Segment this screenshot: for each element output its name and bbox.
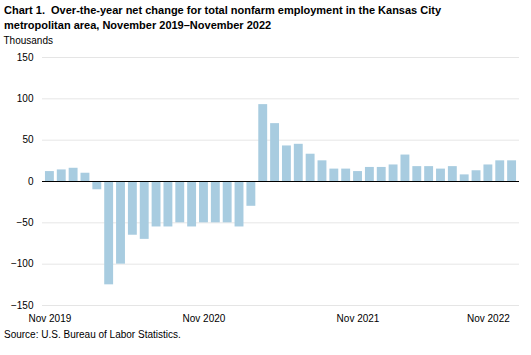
svg-text:150: 150 [17, 51, 34, 62]
svg-text:100: 100 [17, 93, 34, 104]
svg-text:Nov 2021: Nov 2021 [337, 312, 380, 323]
html-text:Source: U.S. Bureau of Labor S: Source: U.S. Bureau of Labor Statistics. [4, 328, 181, 340]
svg-text:Thousands: Thousands [4, 34, 53, 45]
svg-text:0: 0 [28, 175, 34, 186]
svg-text:Nov 2020: Nov 2020 [183, 312, 226, 323]
svg-text:Nov 2019: Nov 2019 [29, 312, 72, 323]
svg-text:Nov 2022: Nov 2022 [467, 312, 510, 323]
svg-text:−100: −100 [11, 258, 34, 269]
svg-text:−50: −50 [17, 217, 34, 228]
svg-text:50: 50 [22, 134, 34, 145]
svg-text:−150: −150 [11, 299, 34, 310]
html-text:Chart 1. Over-the-year net cha: Chart 1. Over-the-year net change for to… [4, 4, 441, 31]
